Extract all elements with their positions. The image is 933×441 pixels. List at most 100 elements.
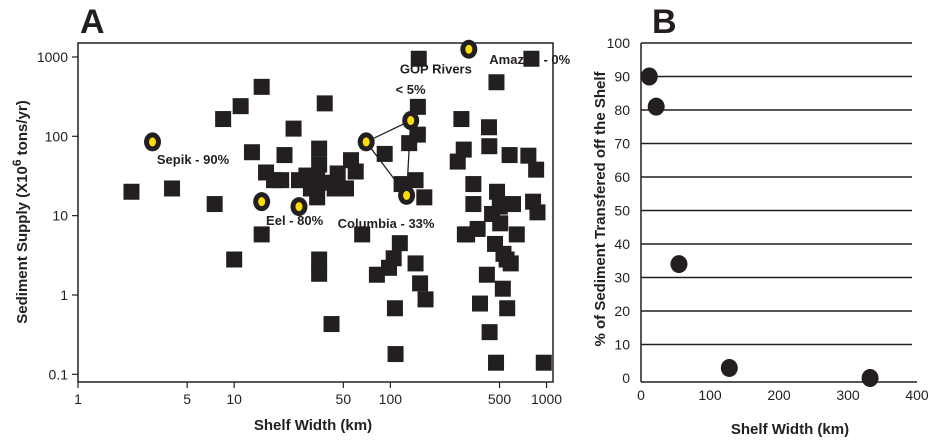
panel-a-y-axis-title-main: Sediment Supply (X10 (14, 166, 31, 324)
data-point-square (508, 226, 525, 243)
panel-a-x-axis-title: Shelf Width (km) (254, 417, 372, 434)
data-point-square (529, 204, 546, 221)
y-tick-label: 0 (622, 370, 630, 386)
data-point-square (253, 78, 270, 95)
data-point-square (311, 140, 328, 157)
data-point-square (311, 251, 328, 268)
data-point-square (243, 144, 260, 161)
data-point-highlight (144, 132, 162, 152)
data-point-square (391, 235, 408, 252)
y-tick-label: 1 (60, 287, 68, 303)
y-tick-label: 50 (614, 203, 630, 219)
highlight-center (258, 197, 266, 207)
panel-a-y-ticks: 0.1 1 10 100 1000 (37, 49, 78, 382)
data-point-square (387, 346, 404, 363)
data-point-square (386, 300, 403, 317)
data-point-square (481, 138, 498, 155)
data-point-square (226, 251, 243, 268)
x-tick-label: 300 (836, 387, 860, 403)
data-point-square (492, 215, 509, 232)
data-point-square (323, 316, 340, 333)
data-point-highlight (402, 111, 420, 131)
data-point-square (253, 226, 270, 243)
panel-b: B 0 10 20 30 40 50 60 70 80 90 100 0 100 200 300 400 S… (592, 3, 929, 438)
data-point-square (123, 183, 140, 200)
data-point-square (523, 50, 540, 67)
data-point-square (409, 98, 426, 115)
x-tick-label: 400 (905, 387, 929, 403)
data-point-square (505, 196, 522, 213)
data-point-square (164, 180, 181, 197)
data-point-square (410, 50, 427, 67)
data-point-square (465, 176, 482, 193)
highlight-center (403, 190, 411, 200)
x-tick-label: 10 (226, 391, 242, 407)
x-tick-label: 50 (336, 391, 352, 407)
data-point-square (285, 120, 302, 137)
data-point-square (385, 250, 402, 267)
x-tick-label: 100 (698, 387, 722, 403)
panel-a-x-ticks: 1 5 10 50 100 500 1000 (74, 382, 562, 407)
annotation-label: Eel - 80% (266, 213, 324, 228)
data-point-square (488, 74, 505, 91)
data-point-highlight (398, 185, 416, 205)
data-point-square (311, 265, 328, 282)
data-point-square (465, 196, 482, 213)
panel-a-annotations: Sepik - 90% Eel - 80% Columbia - 33% GOP Ri… (157, 52, 571, 231)
panel-a-square-points (123, 50, 552, 371)
x-tick-label: 100 (379, 391, 403, 407)
data-point-square (276, 147, 293, 164)
data-point-square (520, 147, 537, 164)
x-tick-label: 1 (74, 391, 82, 407)
data-point-square (347, 163, 364, 180)
y-tick-label: 10 (52, 208, 68, 224)
data-point-square (472, 295, 489, 312)
panel-b-x-ticks: 0 100 200 300 400 (637, 387, 929, 403)
data-point-highlight (460, 39, 478, 59)
panel-a: A 1 5 10 50 100 500 1000 0.1 1 10 100 1000 Sepik -… (10, 3, 571, 434)
x-tick-label: 0 (637, 387, 645, 403)
panel-b-y-axis-title: % of Sediment Transfered off the Shelf (592, 70, 609, 346)
y-tick-label: 0.1 (49, 366, 69, 382)
data-point-square (480, 119, 497, 136)
y-tick-label: 90 (614, 69, 630, 85)
data-point-square (491, 198, 508, 215)
data-point-square (215, 111, 232, 128)
panel-b-y-ticks: 0 10 20 30 40 50 60 70 80 90 100 (607, 35, 631, 386)
y-tick-label: 40 (614, 236, 630, 252)
y-tick-label: 60 (614, 169, 630, 185)
annotation-label: Amazon - 0% (489, 52, 570, 67)
panel-a-y-axis-title: Sediment Supply (X106 tons/yr) (10, 100, 31, 323)
data-point-square (354, 226, 371, 243)
panel-a-label: A (80, 3, 105, 41)
data-point-square (368, 266, 385, 283)
data-point-square (329, 165, 346, 182)
data-point-circle (647, 97, 665, 116)
data-point-circle (861, 369, 879, 387)
annotation-label: GOP Rivers (400, 61, 472, 76)
data-point-square (316, 95, 333, 112)
x-tick-label: 5 (183, 391, 191, 407)
x-tick-label: 1000 (531, 391, 562, 407)
data-point-square (494, 280, 511, 297)
panel-a-plot-frame (77, 42, 554, 383)
panel-a-y-axis-title-suffix: tons/yr) (14, 100, 31, 159)
data-point-square (489, 183, 506, 200)
data-point-square (407, 255, 424, 272)
y-tick-label: 20 (614, 303, 630, 319)
data-point-square (455, 141, 472, 158)
annotation-label: < 5% (396, 82, 426, 97)
data-point-square (501, 147, 518, 164)
data-point-highlight (253, 192, 271, 212)
highlight-center (149, 137, 157, 147)
highlight-center (295, 202, 303, 212)
x-tick-label: 200 (767, 387, 791, 403)
data-point-square (499, 300, 516, 317)
annotation-label: Columbia - 33% (338, 216, 435, 231)
annotation-label: Sepik - 90% (157, 152, 230, 167)
y-tick-label: 10 (614, 337, 630, 353)
data-point-circle (640, 67, 658, 86)
panel-b-x-axis-title: Shelf Width (km) (731, 421, 849, 438)
data-point-square (481, 324, 498, 341)
